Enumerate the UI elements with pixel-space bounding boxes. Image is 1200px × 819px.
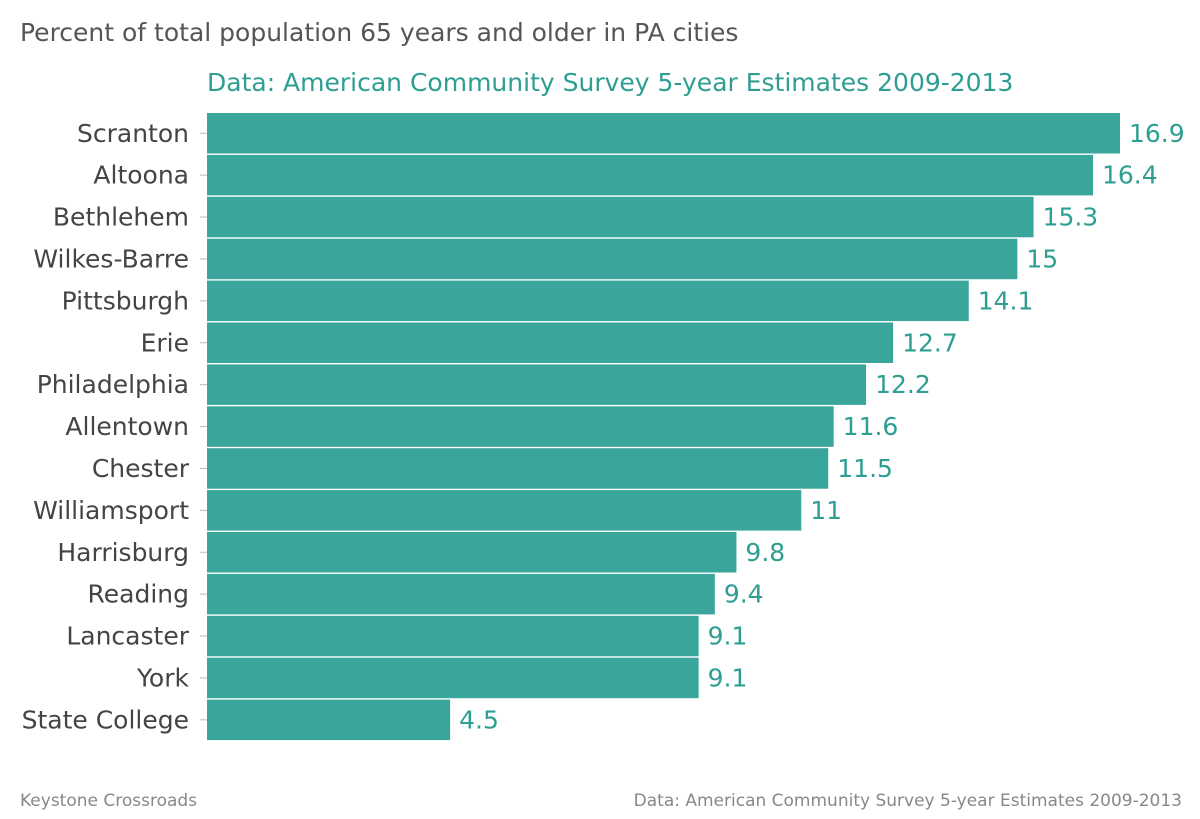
bar-york (207, 657, 699, 699)
footer-source-credit: Keystone Crossroads (20, 791, 198, 811)
value-label: 4.5 (459, 705, 499, 734)
value-label: 9.8 (745, 538, 785, 567)
value-label: 16.9 (1129, 119, 1185, 148)
bar-state-college (207, 699, 451, 741)
bar-erie (207, 322, 894, 363)
bar-harrisburg (207, 532, 737, 573)
category-label: State College (22, 705, 189, 734)
bar-altoona (207, 154, 1093, 196)
value-label: 9.1 (708, 663, 748, 692)
category-label: Scranton (77, 119, 189, 148)
value-label: 9.4 (724, 580, 764, 609)
value-label: 12.7 (902, 328, 958, 357)
bar-allentown (207, 406, 834, 447)
value-label: 11 (810, 496, 842, 525)
category-label: Williamsport (33, 496, 189, 525)
footer-data-credit: Data: American Community Survey 5-year E… (633, 791, 1182, 811)
category-label: Philadelphia (37, 370, 189, 399)
category-label: York (136, 663, 190, 692)
bar-bethlehem (207, 196, 1034, 238)
bar-lancaster (207, 615, 699, 657)
value-label: 15 (1026, 244, 1058, 273)
category-label: Erie (141, 328, 189, 357)
value-label: 9.1 (708, 622, 748, 651)
bar-scranton (207, 113, 1120, 154)
bar-reading (207, 573, 715, 615)
value-label: 15.3 (1043, 203, 1099, 232)
category-label: Harrisburg (57, 538, 189, 567)
value-label: 11.5 (837, 454, 893, 483)
value-label: 11.6 (843, 412, 899, 441)
category-label: Wilkes-Barre (33, 244, 189, 273)
category-label: Allentown (65, 412, 189, 441)
bar-pittsburgh (207, 280, 969, 322)
bar-chart: Scranton 16.9 Altoona 16.4 Bethlehem 15.3 Wilk… (22, 113, 1185, 741)
category-label: Pittsburgh (62, 286, 189, 315)
bar-philadelphia (207, 364, 867, 405)
bar-wilkes-barre (207, 238, 1018, 280)
chart-subtitle: Data: American Community Survey 5-year E… (207, 68, 1014, 97)
category-label: Reading (88, 580, 189, 609)
value-label: 12.2 (875, 370, 931, 399)
bar-williamsport (207, 490, 802, 531)
value-label: 16.4 (1102, 161, 1158, 190)
category-label: Lancaster (66, 622, 189, 651)
category-label: Bethlehem (53, 203, 189, 232)
value-label: 14.1 (978, 286, 1034, 315)
category-label: Chester (92, 454, 190, 483)
chart-title: Percent of total population 65 years and… (20, 18, 739, 47)
bar-chester (207, 448, 829, 489)
category-label: Altoona (93, 161, 189, 190)
